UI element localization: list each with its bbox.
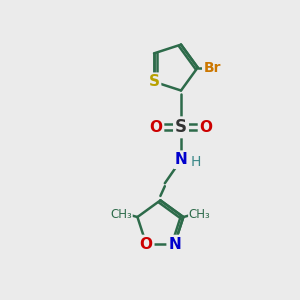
Text: S: S — [175, 118, 187, 136]
Text: N: N — [168, 236, 181, 251]
Text: CH₃: CH₃ — [110, 208, 132, 220]
Text: H: H — [190, 155, 201, 169]
Text: Br: Br — [204, 61, 221, 75]
Text: CH₃: CH₃ — [189, 208, 210, 220]
Text: N: N — [175, 152, 188, 167]
Text: O: O — [149, 120, 163, 135]
Text: S: S — [148, 74, 160, 89]
Text: O: O — [140, 236, 153, 251]
Text: O: O — [200, 120, 212, 135]
